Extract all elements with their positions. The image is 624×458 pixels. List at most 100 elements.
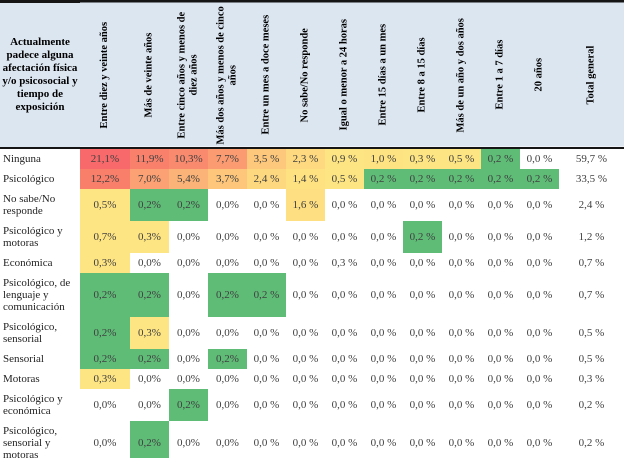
column-header: Igual o menor a 24 horas	[325, 1, 364, 148]
total-cell: 0,3 %	[559, 369, 624, 389]
heat-cell: 0,2%	[130, 349, 169, 369]
column-header: Más de veinte años	[130, 1, 169, 148]
heat-cell: 0,2%	[80, 349, 130, 369]
heat-cell: 1,0 %	[364, 148, 403, 169]
heat-cell: 0,0%	[169, 369, 208, 389]
heat-cell: 0,3 %	[403, 148, 442, 169]
heat-cell: 0,0 %	[442, 189, 481, 221]
heat-cell: 0,2%	[208, 349, 247, 369]
row-label: No sabe/No responde	[0, 189, 80, 221]
heat-cell: 0,0 %	[325, 273, 364, 317]
heat-cell: 0,0 %	[481, 349, 520, 369]
heat-cell: 0,2%	[130, 189, 169, 221]
heat-cell: 0,0 %	[364, 389, 403, 421]
heat-cell: 0,2%	[80, 273, 130, 317]
heat-cell: 0,0 %	[481, 189, 520, 221]
heat-cell: 0,0 %	[403, 273, 442, 317]
heat-cell: 0,2 %	[403, 221, 442, 253]
heat-cell: 0,0 %	[286, 389, 325, 421]
heat-cell: 0,0 %	[247, 369, 286, 389]
heat-cell: 0,0 %	[247, 317, 286, 349]
heat-cell: 0,0 %	[442, 349, 481, 369]
heat-cell: 0,0 %	[520, 369, 559, 389]
heat-cell: 0,0%	[208, 389, 247, 421]
heat-cell: 0,0 %	[364, 349, 403, 369]
heat-cell: 0,2%	[169, 389, 208, 421]
table-row: Sensorial 0,2% 0,2% 0,0% 0,2% 0,0 % 0,0 % 0,0 %…	[0, 349, 624, 369]
heat-cell: 0,2%	[130, 273, 169, 317]
heat-cell: 0,0 %	[403, 369, 442, 389]
heat-cell: 0,0 %	[325, 389, 364, 421]
heat-cell: 0,0 %	[520, 189, 559, 221]
heat-cell: 3,5 %	[247, 148, 286, 169]
heat-cell: 0,0 %	[442, 317, 481, 349]
total-cell: 0,2 %	[559, 389, 624, 421]
heat-cell: 2,3 %	[286, 148, 325, 169]
heat-cell: 0,0%	[208, 421, 247, 458]
heat-cell: 21,1%	[80, 148, 130, 169]
heat-cell: 0,0 %	[403, 317, 442, 349]
column-header: No sabe/No responde	[286, 1, 325, 148]
heat-cell: 0,0 %	[403, 253, 442, 273]
total-cell: 0,5 %	[559, 349, 624, 369]
heat-cell: 0,0 %	[286, 369, 325, 389]
heat-cell: 0,0 %	[247, 253, 286, 273]
table-row: Motoras 0,3% 0,0% 0,0% 0,0% 0,0 % 0,0 % 0,0 % 0,…	[0, 369, 624, 389]
heat-cell: 0,0 %	[481, 221, 520, 253]
heat-cell: 0,0 %	[247, 189, 286, 221]
heat-cell: 0,2%	[80, 317, 130, 349]
heat-cell: 0,0 %	[286, 221, 325, 253]
heat-cell: 0,0%	[130, 389, 169, 421]
heat-cell: 0,0 %	[364, 421, 403, 458]
heat-cell: 0,0 %	[286, 273, 325, 317]
heat-cell: 0,0 %	[481, 273, 520, 317]
total-cell: 0,2 %	[559, 421, 624, 458]
heat-cell: 0,3%	[80, 253, 130, 273]
heat-cell: 0,7%	[80, 221, 130, 253]
heat-cell: 0,0%	[80, 389, 130, 421]
heat-cell: 0,0 %	[286, 421, 325, 458]
column-header: Entre 1 a 7 días	[481, 1, 520, 148]
heat-cell: 0,0 %	[520, 253, 559, 273]
column-header: 20 años	[520, 1, 559, 148]
heat-cell: 0,0 %	[286, 349, 325, 369]
row-label: Psicológico	[0, 169, 80, 189]
heat-cell: 0,2%	[130, 421, 169, 458]
row-label: Psicológico, sensorial	[0, 317, 80, 349]
table-row: Psicológico, sensorial 0,2% 0,3% 0,0% 0,0% 0,…	[0, 317, 624, 349]
row-label: Psicológico, de lenguaje y comunicación	[0, 273, 80, 317]
table-row: Psicológico y motoras 0,7% 0,3% 0,0% 0,0% 0,0…	[0, 221, 624, 253]
heat-cell: 0,0 %	[520, 317, 559, 349]
total-cell: 0,7 %	[559, 253, 624, 273]
heat-cell: 0,0 %	[520, 273, 559, 317]
total-cell: 0,5 %	[559, 317, 624, 349]
total-cell: 59,7 %	[559, 148, 624, 169]
heat-cell: 0,0 %	[520, 148, 559, 169]
heat-cell: 0,0 %	[442, 221, 481, 253]
heat-cell: 0,0 %	[325, 421, 364, 458]
heat-cell: 0,0 %	[520, 389, 559, 421]
heat-cell: 0,0 %	[325, 369, 364, 389]
heat-cell: 0,0%	[169, 421, 208, 458]
heat-cell: 0,0%	[208, 253, 247, 273]
heat-cell: 0,0 %	[403, 349, 442, 369]
heat-cell: 0,0 %	[247, 349, 286, 369]
heat-cell: 0,0%	[80, 421, 130, 458]
heat-cell: 0,0 %	[364, 369, 403, 389]
heat-cell: 0,0 %	[286, 253, 325, 273]
heat-cell: 0,0%	[130, 253, 169, 273]
heat-cell: 3,7%	[208, 169, 247, 189]
heat-cell: 0,0%	[169, 221, 208, 253]
heat-cell: 7,7%	[208, 148, 247, 169]
heat-cell: 0,0 %	[481, 389, 520, 421]
heat-cell: 0,0 %	[325, 189, 364, 221]
row-label: Ninguna	[0, 148, 80, 169]
heat-cell: 0,0 %	[520, 421, 559, 458]
total-column-header: Total general	[559, 1, 624, 148]
heat-cell: 7,0%	[130, 169, 169, 189]
heat-cell: 0,3 %	[325, 253, 364, 273]
heat-cell: 11,9%	[130, 148, 169, 169]
column-header: Entre diez y veinte años	[80, 1, 130, 148]
